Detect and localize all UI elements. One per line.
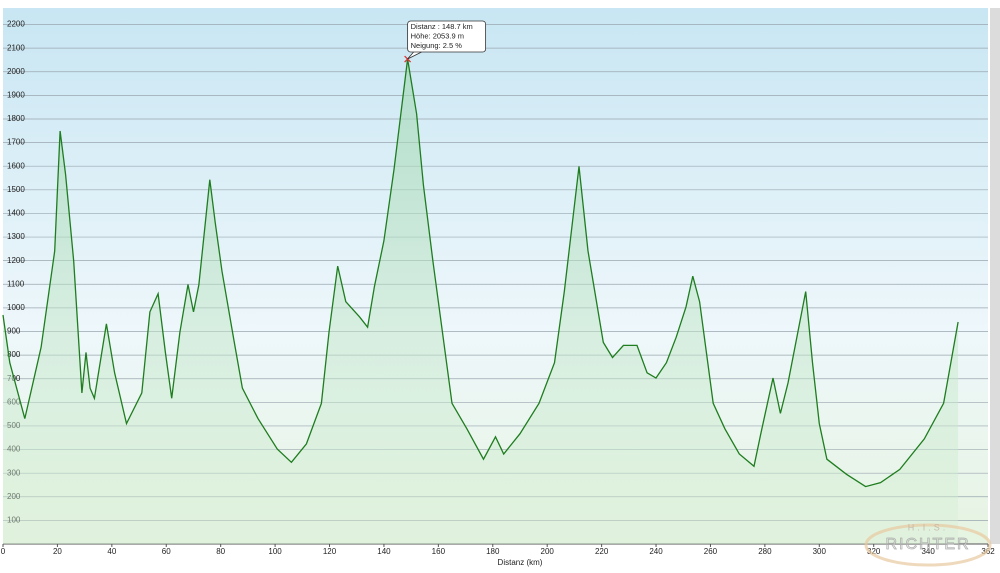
x-tick-label: 120 <box>323 547 337 556</box>
tooltip-line: Distanz : 148.7 km <box>411 22 473 31</box>
y-tick-label: 1600 <box>7 161 25 170</box>
x-tick-label: 160 <box>432 547 446 556</box>
tooltip-line: Neigung: 2.5 % <box>411 41 463 50</box>
y-tick-label: 1000 <box>7 303 25 312</box>
watermark-top: H.I.S. <box>908 522 949 532</box>
tooltip-pointer <box>407 51 422 60</box>
y-tick-label: 2000 <box>7 67 25 76</box>
x-tick-label: 20 <box>53 547 62 556</box>
y-tick-label: 1700 <box>7 138 25 147</box>
x-tick-label: 140 <box>377 547 391 556</box>
x-tick-label: 240 <box>649 547 663 556</box>
y-tick-label: 800 <box>7 350 21 359</box>
tooltip-line: Höhe: 2053.9 m <box>411 31 464 40</box>
x-tick-label: 40 <box>107 547 116 556</box>
watermark-main: RICHTER <box>885 536 970 553</box>
x-axis-title: Distanz (km) <box>498 558 543 567</box>
x-tick-label: 280 <box>758 547 772 556</box>
y-tick-label: 1400 <box>7 209 25 218</box>
x-tick-label: 180 <box>486 547 500 556</box>
y-tick-label: 1800 <box>7 114 25 123</box>
y-tick-label: 2200 <box>7 20 25 29</box>
y-tick-label: 1300 <box>7 232 25 241</box>
x-tick-label: 220 <box>595 547 609 556</box>
x-tick-label: 200 <box>541 547 555 556</box>
area-fill <box>3 59 959 544</box>
watermark-ring <box>864 523 992 567</box>
x-tick-label: 100 <box>268 547 282 556</box>
y-tick-label: 1900 <box>7 90 25 99</box>
y-tick-label: 1200 <box>7 256 25 265</box>
y-tick-label: 2100 <box>7 43 25 52</box>
y-tick-label: 900 <box>7 327 21 336</box>
x-tick-label: 80 <box>216 547 225 556</box>
x-tick-label: 320 <box>867 547 881 556</box>
y-tick-label: 1100 <box>7 279 25 288</box>
tooltip-box <box>407 20 487 53</box>
elevation-line <box>2 58 959 488</box>
x-tick-label: 60 <box>162 547 171 556</box>
x-tick-label: 300 <box>813 547 827 556</box>
side-bar <box>990 8 1000 544</box>
y-tick-label: 1500 <box>7 185 25 194</box>
x-tick-label: 0 <box>1 547 6 556</box>
x-tick-label: 260 <box>704 547 718 556</box>
x-tick-label: 340 <box>921 547 935 556</box>
